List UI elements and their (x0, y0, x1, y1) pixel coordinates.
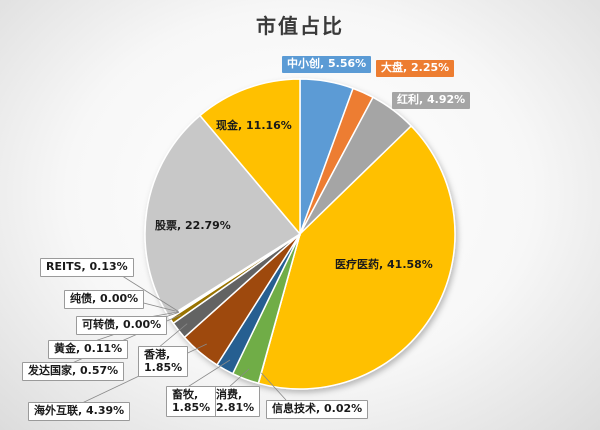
slice-label-14: REITS, 0.13% (40, 258, 134, 277)
slice-label-5: 信息技术, 0.02% (266, 400, 369, 419)
leader-line-7 (185, 359, 231, 389)
leader-line-6 (227, 368, 250, 389)
slice-label-2: 大盘, 2.25% (376, 60, 455, 77)
slice-label-6: 消费, 2.81% (210, 386, 261, 418)
pie-slice-4 (257, 124, 456, 390)
leader-line-5 (261, 372, 287, 401)
slice-label-4: 医疗医药, 41.58% (335, 258, 433, 271)
chart-title: 市值占比 (256, 14, 344, 38)
slice-label-3: 红利, 4.92% (392, 92, 471, 109)
slice-label-13: 纯债, 0.00% (64, 290, 145, 309)
slice-label-9: 香港, 1.85% (138, 346, 189, 378)
slice-label-12: 可转债, 0.00% (76, 316, 168, 335)
pie-slice-16 (198, 78, 301, 237)
slice-label-7: 畜牧, 1.85% (166, 386, 217, 418)
slice-label-15: 股票, 22.79% (155, 219, 231, 232)
slice-label-10: 发达国家, 0.57% (22, 362, 125, 381)
slice-label-1: 中小创, 5.56% (282, 56, 372, 73)
slice-label-11: 黄金, 0.11% (48, 340, 129, 359)
pie-slice-15 (144, 114, 302, 318)
slice-label-8: 海外互联, 4.39% (28, 402, 131, 421)
slice-label-16: 现金, 11.16% (216, 119, 292, 132)
leader-line-9 (157, 323, 188, 349)
